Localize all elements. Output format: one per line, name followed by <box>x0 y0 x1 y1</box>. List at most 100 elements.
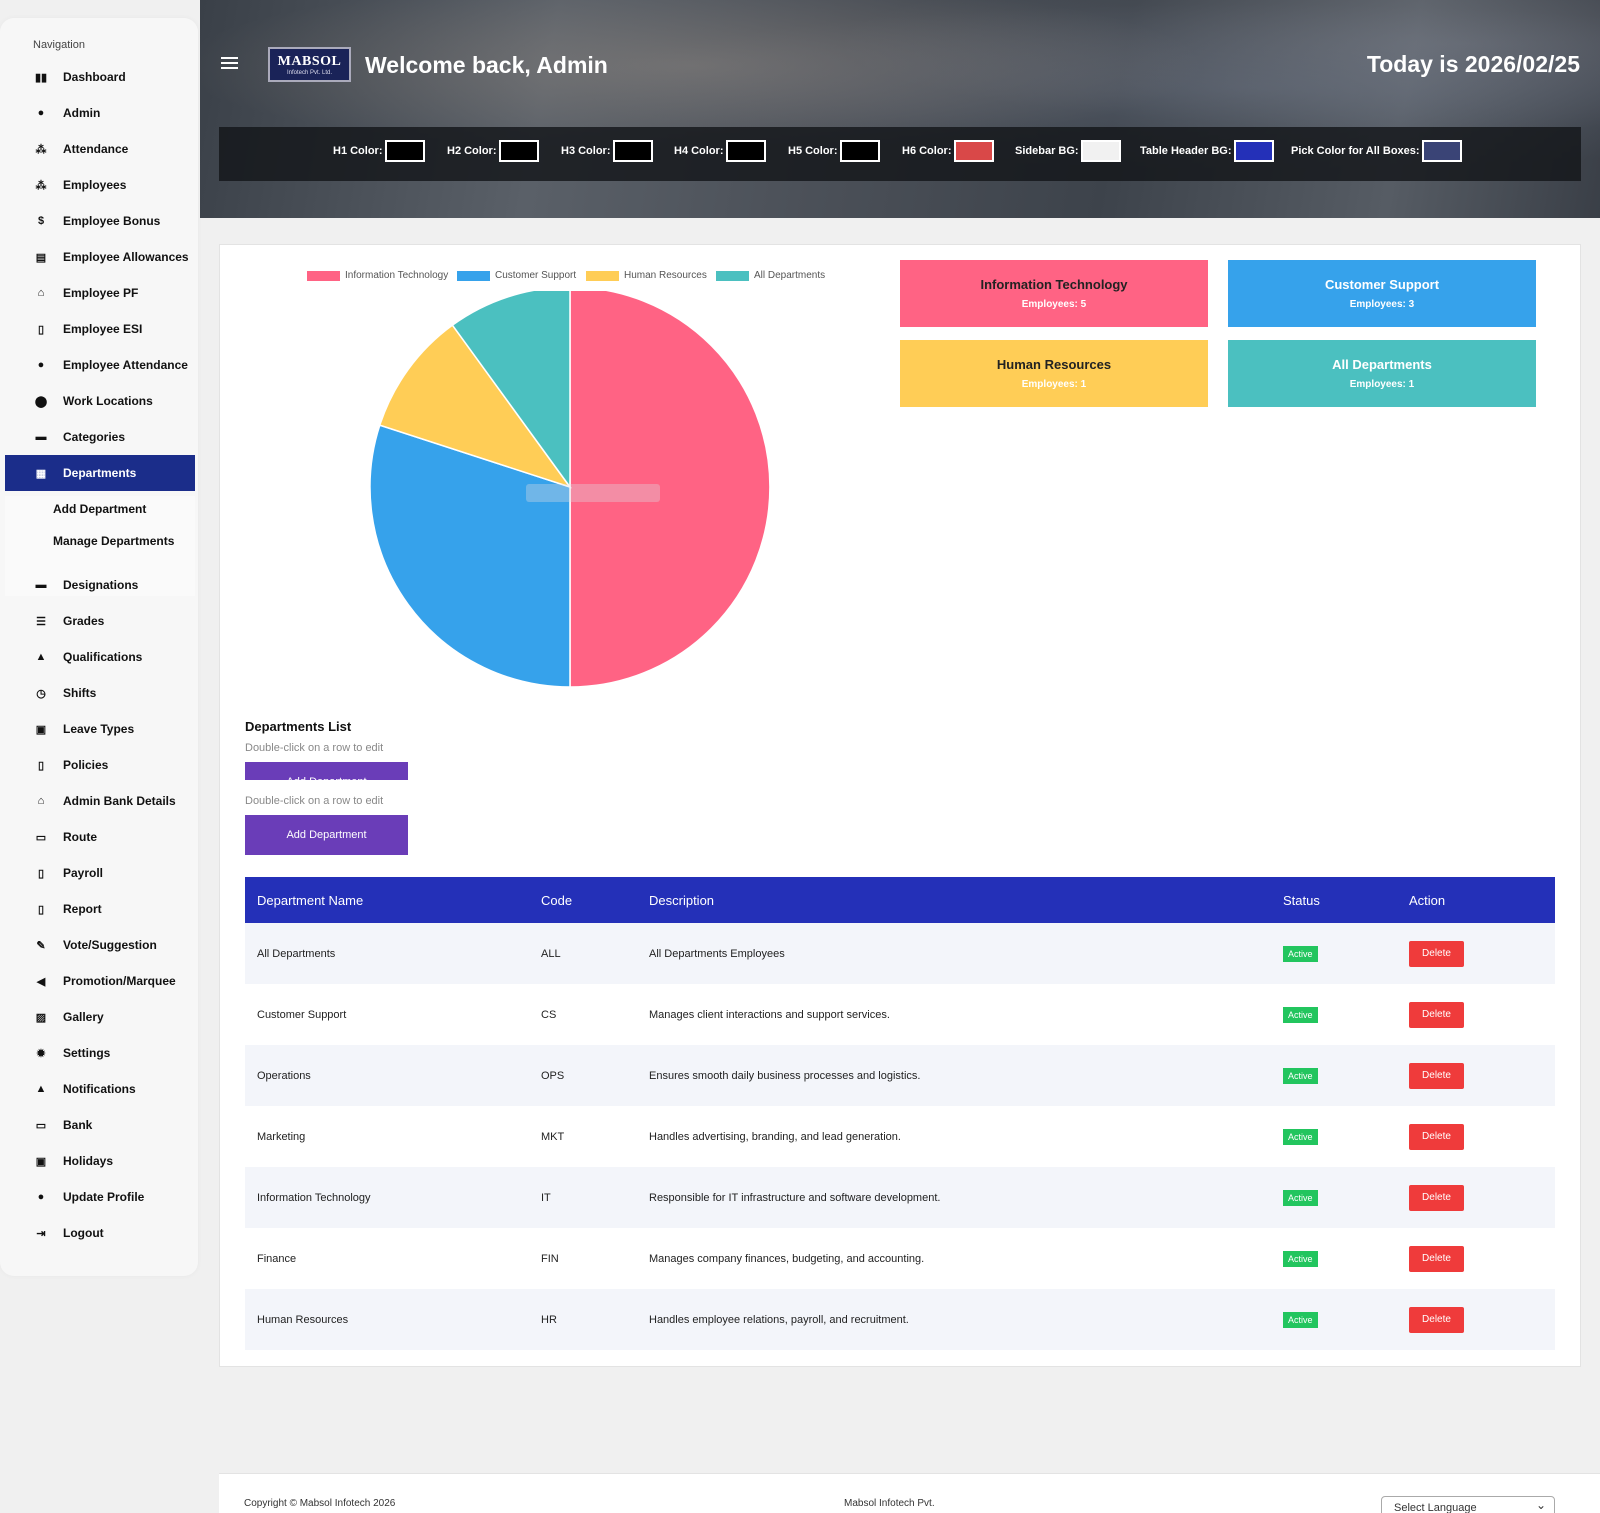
table-row[interactable]: Customer Support CS Manages client interac… <box>245 984 1555 1045</box>
table-row[interactable]: Finance FIN Manages company finances, budg… <box>245 1228 1555 1289</box>
sidebar-item-label: Policies <box>63 758 109 772</box>
sidebar-item-label: Payroll <box>63 866 104 880</box>
color-swatch-input[interactable] <box>384 140 425 162</box>
table-row[interactable]: Operations OPS Ensures smooth daily busine… <box>245 1045 1555 1106</box>
sidebar-item-employee-pf[interactable]: ⌂ Employee PF <box>5 275 195 311</box>
image-icon: ▨ <box>35 1011 47 1024</box>
sidebar-item-settings[interactable]: ✹ Settings <box>5 1035 195 1071</box>
sidebar-item-employee-attendance[interactable]: ● Employee Attendance <box>5 347 195 383</box>
sidebar-item-notifications[interactable]: ▲ Notifications <box>5 1071 195 1107</box>
color-picker-h5-color: H5 Color: <box>788 140 880 162</box>
delete-button[interactable]: Delete <box>1409 1184 1464 1211</box>
cell-description: Handles advertising, branding, and lead … <box>649 1130 901 1143</box>
folder-icon: ▬ <box>35 431 47 443</box>
delete-button[interactable]: Delete <box>1409 1306 1464 1333</box>
color-picker-table-header-bg: Table Header BG: <box>1140 140 1274 162</box>
delete-button[interactable]: Delete <box>1409 1123 1464 1150</box>
color-swatch-input[interactable] <box>1233 140 1274 162</box>
cell-department-name: Human Resources <box>257 1313 349 1326</box>
cell-code: IT <box>541 1191 551 1204</box>
footer-copyright: Copyright © Mabsol Infotech 2026 <box>244 1498 396 1509</box>
sidebar-item-admin[interactable]: ● Admin <box>5 95 195 131</box>
color-picker-bar: H1 Color: H2 Color: H3 Color: H4 Color: H5 C… <box>219 127 1581 181</box>
table-row[interactable]: Marketing MKT Handles advertising, brandin… <box>245 1106 1555 1167</box>
sidebar-item-departments[interactable]: ▦ Departments <box>5 455 195 491</box>
sidebar-item-label: Promotion/Marquee <box>63 974 176 988</box>
sidebar-item-attendance[interactable]: ⁂ Attendance <box>5 131 195 167</box>
sidebar-item-label: Notifications <box>63 1082 136 1096</box>
legend-item-human-resources[interactable]: Human Resources <box>586 270 707 281</box>
sidebar-item-gallery[interactable]: ▨ Gallery <box>5 999 195 1035</box>
delete-button[interactable]: Delete <box>1409 940 1464 967</box>
sidebar-item-route[interactable]: ▭ Route <box>5 819 195 855</box>
color-swatch-input[interactable] <box>839 140 880 162</box>
pie-slice-human-resources[interactable] <box>378 324 572 489</box>
sidebar-item-label: Work Locations <box>63 394 153 408</box>
sidebar-item-label: Shifts <box>63 686 97 700</box>
language-select[interactable]: Select Language <box>1381 1496 1555 1513</box>
status-badge: Active <box>1283 1067 1318 1084</box>
submenu-add-department[interactable]: Add Department <box>53 502 147 516</box>
sidebar-item-employee-esi[interactable]: ▯ Employee ESI <box>5 311 195 347</box>
hamburger-menu-icon[interactable] <box>221 57 238 69</box>
cell-code: HR <box>541 1313 557 1326</box>
sidebar-item-logout[interactable]: ⇥ Logout <box>5 1215 195 1251</box>
sidebar-item-dashboard[interactable]: ▮▮ Dashboard <box>5 59 195 95</box>
color-swatch-input[interactable] <box>1421 140 1462 162</box>
legend-item-customer-support[interactable]: Customer Support <box>457 270 576 281</box>
sidebar-item-bank[interactable]: ▭ Bank <box>5 1107 195 1143</box>
list-icon: ☰ <box>36 615 46 628</box>
sidebar-item-grades[interactable]: ☰ Grades <box>5 603 195 639</box>
pie-slice-information-technology[interactable] <box>569 291 771 688</box>
sidebar-item-employee-allowances[interactable]: ▤ Employee Allowances <box>5 239 195 275</box>
pie-slice-customer-support[interactable] <box>369 424 571 688</box>
delete-button[interactable]: Delete <box>1409 1062 1464 1089</box>
sidebar-item-vote-suggestion[interactable]: ✎ Vote/Suggestion <box>5 927 195 963</box>
users-icon: ⁂ <box>35 179 47 192</box>
chart-tooltip-ghost <box>526 484 660 502</box>
sidebar-item-work-locations[interactable]: ⬤ Work Locations <box>5 383 195 419</box>
sidebar-item-label: Settings <box>63 1046 111 1060</box>
delete-button[interactable]: Delete <box>1409 1001 1464 1028</box>
table-row[interactable]: Human Resources HR Handles employee relati… <box>245 1289 1555 1350</box>
color-picker-label: H4 Color: <box>674 145 724 157</box>
cell-description: Handles employee relations, payroll, and… <box>649 1313 909 1326</box>
sidebar-item-promotion-marquee[interactable]: ◀ Promotion/Marquee <box>5 963 195 999</box>
color-swatch-input[interactable] <box>1080 140 1121 162</box>
list-icon: ▤ <box>35 251 47 264</box>
table-row[interactable]: All Departments ALL All Departments Employ… <box>245 923 1555 984</box>
submenu-manage-departments[interactable]: Manage Departments <box>53 534 175 548</box>
sidebar-item-admin-bank-details[interactable]: ⌂ Admin Bank Details <box>5 783 195 819</box>
color-swatch-input[interactable] <box>725 140 766 162</box>
sidebar-item-qualifications[interactable]: ▲ Qualifications <box>5 639 195 675</box>
table-row[interactable]: Information Technology IT Responsible for … <box>245 1167 1555 1228</box>
pie-slice-all-departments[interactable] <box>451 291 571 490</box>
sidebar-item-holidays[interactable]: ▣ Holidays <box>5 1143 195 1179</box>
cell-department-name: Finance <box>257 1252 297 1265</box>
sidebar-item-policies[interactable]: ▯ Policies <box>5 747 195 783</box>
sidebar-item-employee-bonus[interactable]: $ Employee Bonus <box>5 203 195 239</box>
color-swatch-input[interactable] <box>498 140 539 162</box>
sidebar-item-leave-types[interactable]: ▣ Leave Types <box>5 711 195 747</box>
sidebar-item-employees[interactable]: ⁂ Employees <box>5 167 195 203</box>
sidebar-item-shifts[interactable]: ◷ Shifts <box>5 675 195 711</box>
sidebar-item-label: Bank <box>63 1118 93 1132</box>
cell-code: CS <box>541 1008 557 1021</box>
color-swatch-input[interactable] <box>953 140 994 162</box>
sidebar-item-categories[interactable]: ▬ Categories <box>5 419 195 455</box>
megaphone-icon: ◀ <box>36 975 46 988</box>
department-pie-chart <box>369 291 771 688</box>
sidebar-item-designations[interactable]: ▬ Designations <box>5 567 195 603</box>
sidebar-item-report[interactable]: ▯ Report <box>5 891 195 927</box>
sidebar-item-update-profile[interactable]: ● Update Profile <box>5 1179 195 1215</box>
sidebar-item-label: Qualifications <box>63 650 143 664</box>
sidebar-item-label: Gallery <box>63 1010 104 1024</box>
cell-department-name: Customer Support <box>257 1008 347 1021</box>
legend-item-all-departments[interactable]: All Departments <box>716 270 825 281</box>
legend-item-information-technology[interactable]: Information Technology <box>307 270 448 281</box>
add-department-button-top[interactable]: Add Department <box>245 762 408 780</box>
sidebar-item-payroll[interactable]: ▯ Payroll <box>5 855 195 891</box>
delete-button[interactable]: Delete <box>1409 1245 1464 1272</box>
add-department-button[interactable]: Add Department <box>245 815 408 855</box>
color-swatch-input[interactable] <box>612 140 653 162</box>
